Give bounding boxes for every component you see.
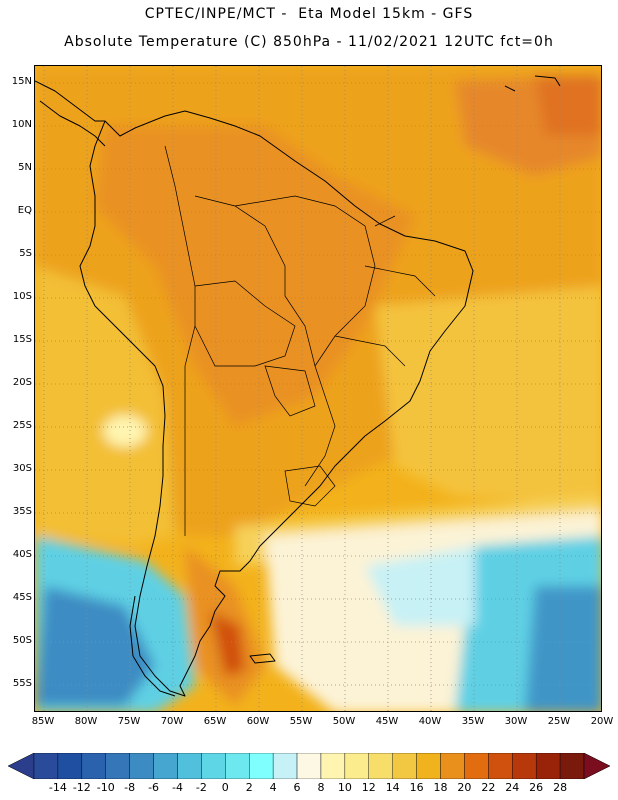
- colorbar-label: 22: [481, 781, 496, 794]
- lon-label: 75W: [117, 716, 141, 727]
- colorbar-swatch: [344, 753, 369, 779]
- colorbar-label: 2: [245, 781, 253, 794]
- lon-label: 65W: [203, 716, 227, 727]
- colorbar-label: -6: [148, 781, 160, 794]
- lat-label: 15N: [11, 76, 32, 87]
- colorbar-label: 24: [505, 781, 520, 794]
- colorbar: [8, 753, 610, 779]
- colorbar-label: -2: [195, 781, 207, 794]
- colorbar-label: 6: [293, 781, 301, 794]
- colorbar-label: 4: [269, 781, 277, 794]
- colorbar-swatch: [440, 753, 465, 779]
- lat-label: 10S: [12, 291, 32, 302]
- colorbar-swatch: [57, 753, 83, 779]
- border-brazil-states: [234, 195, 436, 367]
- colorbar-label: 26: [529, 781, 544, 794]
- lon-label: 85W: [31, 716, 55, 727]
- lon-label: 40W: [418, 716, 442, 727]
- falklands: [249, 653, 276, 664]
- lat-label: 40S: [12, 549, 32, 560]
- colorbar-label: -8: [124, 781, 136, 794]
- colorbar-label: -12: [72, 781, 91, 794]
- lat-label: 10N: [11, 119, 32, 130]
- colorbar-right-arrow: [583, 753, 610, 779]
- colorbar-swatch: [177, 753, 202, 779]
- lat-label: 45S: [12, 592, 32, 603]
- lon-label: 50W: [332, 716, 356, 727]
- colorbar-label: 20: [457, 781, 472, 794]
- title-line-2: Absolute Temperature (C) 850hPa - 11/02/…: [64, 34, 554, 50]
- lat-label: 20S: [12, 377, 32, 388]
- lon-label: 25W: [547, 716, 571, 727]
- lon-label: 60W: [246, 716, 270, 727]
- border-uruguay: [284, 465, 336, 507]
- map-svg: [35, 66, 601, 711]
- lat-label: 50S: [12, 635, 32, 646]
- colorbar-swatch: [249, 753, 274, 779]
- colorbar-label: 14: [385, 781, 400, 794]
- colorbar-swatch: [535, 753, 561, 779]
- colorbar-label: -4: [171, 781, 183, 794]
- colorbar-swatch: [153, 753, 178, 779]
- lon-label: 20W: [590, 716, 614, 727]
- colorbar-swatch: [392, 753, 417, 779]
- colorbar-left-arrow: [8, 753, 35, 779]
- caribbean-islands: [504, 75, 561, 92]
- colorbar-swatch: [320, 753, 346, 779]
- lat-label: 5N: [18, 162, 32, 173]
- colorbar-label: 8: [317, 781, 325, 794]
- lat-label: 25S: [12, 420, 32, 431]
- colorbar-swatch: [105, 753, 130, 779]
- colorbar-swatch: [33, 753, 59, 779]
- colorbar-label: 28: [553, 781, 568, 794]
- lon-label: 45W: [375, 716, 399, 727]
- colorbar-label: 0: [221, 781, 229, 794]
- lat-label: 55S: [12, 678, 32, 689]
- border-brazil-west: [194, 195, 336, 487]
- colorbar-label: 12: [361, 781, 376, 794]
- colorbar-swatch: [559, 753, 585, 779]
- lat-label: EQ: [17, 205, 32, 216]
- border-bolivia: [194, 280, 296, 367]
- title-line-1: CPTEC/INPE/MCT - Eta Model 15km - GFS: [144, 6, 474, 22]
- colorbar-label: -14: [48, 781, 67, 794]
- colorbar-swatch: [512, 753, 537, 779]
- south-america-coastline: [79, 110, 474, 697]
- colorbar-swatch: [81, 753, 106, 779]
- colorbar-label: 18: [433, 781, 448, 794]
- temperature-map: [34, 65, 602, 712]
- border-paraguay: [264, 365, 316, 417]
- lon-label: 80W: [74, 716, 98, 727]
- patagonia-islands: [129, 595, 176, 697]
- colorbar-swatch: [368, 753, 393, 779]
- colorbar-swatch: [129, 753, 154, 779]
- central-america-coastline: [35, 80, 106, 147]
- lon-label: 70W: [160, 716, 184, 727]
- colorbar-swatch: [201, 753, 226, 779]
- colorbar-swatch: [416, 753, 441, 779]
- lon-label: 30W: [504, 716, 528, 727]
- colorbar-label: 16: [409, 781, 424, 794]
- lon-label: 55W: [289, 716, 313, 727]
- colorbar-swatch: [225, 753, 250, 779]
- lat-label: 5S: [19, 248, 32, 259]
- lat-label: 35S: [12, 506, 32, 517]
- colorbar-swatch: [488, 753, 513, 779]
- lat-label: 15S: [12, 334, 32, 345]
- colorbar-label: -10: [96, 781, 115, 794]
- border-andes: [164, 145, 196, 536]
- lat-label: 30S: [12, 463, 32, 474]
- colorbar-swatch: [296, 753, 322, 779]
- lon-label: 35W: [461, 716, 485, 727]
- colorbar-swatch: [464, 753, 489, 779]
- colorbar-swatch: [272, 753, 298, 779]
- colorbar-label: 10: [337, 781, 352, 794]
